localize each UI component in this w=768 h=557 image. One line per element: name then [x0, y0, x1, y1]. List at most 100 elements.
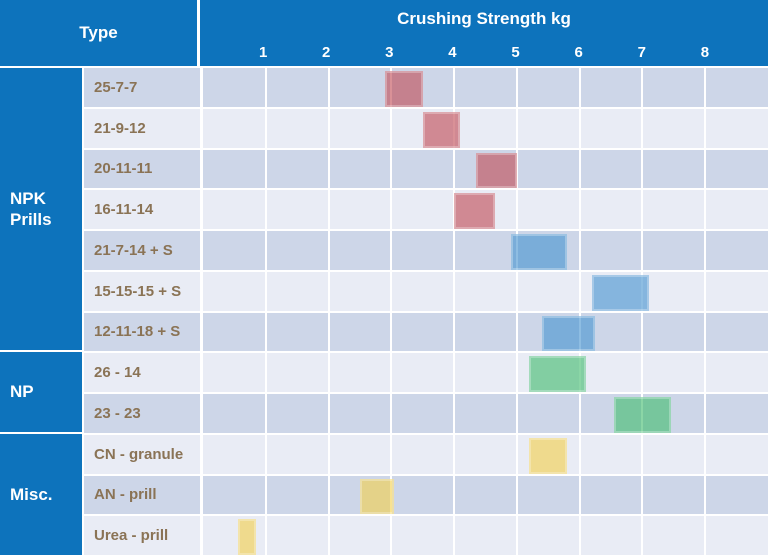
gridline — [327, 231, 330, 270]
chart-cell — [203, 516, 768, 555]
gridline — [578, 108, 581, 148]
table-row: 12-11-18 + S — [84, 312, 768, 354]
group-cell-npk-prills: NPK Prills — [0, 68, 84, 352]
gridline — [578, 190, 581, 229]
gridline — [327, 190, 330, 229]
gridline — [390, 108, 393, 148]
gridline — [453, 271, 456, 311]
gridline — [641, 353, 644, 392]
group-cell-np: NP — [0, 351, 84, 435]
chart-cell — [203, 475, 768, 515]
gridline — [515, 475, 518, 515]
chart-cell — [203, 149, 768, 189]
gridline — [453, 434, 456, 474]
gridline — [641, 190, 644, 229]
chart-cell — [203, 68, 768, 107]
gridline — [641, 516, 644, 555]
gridline — [453, 312, 456, 352]
row-label: CN - granule — [84, 434, 203, 474]
gridline — [264, 231, 267, 270]
gridline — [390, 434, 393, 474]
row-label: Urea - prill — [84, 516, 203, 555]
gridline — [264, 475, 267, 515]
chart-cell — [203, 271, 768, 311]
gridline — [704, 312, 707, 352]
gridline — [390, 190, 393, 229]
row-label: 23 - 23 — [84, 394, 203, 433]
range-bar — [592, 274, 649, 311]
rows: 25-7-7 21-9-12 20-11-11 16-11-14 21-7-14 + S… — [84, 68, 768, 555]
gridline — [327, 475, 330, 515]
gridline — [264, 516, 267, 555]
gridline — [641, 312, 644, 352]
axis-tick-label: 6 — [574, 44, 583, 61]
axis-tick-label: 7 — [637, 44, 646, 61]
gridline — [515, 149, 518, 189]
gridline — [578, 434, 581, 474]
axis-tick-label: 5 — [511, 44, 520, 61]
axis-tick-label: 8 — [700, 44, 710, 61]
range-bar — [614, 397, 671, 433]
gridline — [390, 394, 393, 433]
gridline — [704, 271, 707, 311]
gridline — [578, 149, 581, 189]
gridline — [704, 68, 707, 107]
gridline — [453, 231, 456, 270]
gridline — [264, 353, 267, 392]
gridline — [704, 149, 707, 189]
gridline — [704, 231, 707, 270]
gridline — [327, 149, 330, 189]
range-bar — [529, 356, 586, 392]
gridline — [515, 353, 518, 392]
range-bar — [237, 519, 257, 555]
group-column: NPK Prills NP Misc. — [0, 68, 84, 555]
chart-cell — [203, 394, 768, 433]
chart-cell — [203, 108, 768, 148]
type-column-header: Type — [0, 0, 200, 66]
gridline — [264, 312, 267, 352]
gridline — [578, 231, 581, 270]
table-row: Urea - prill — [84, 516, 768, 555]
gridline — [453, 149, 456, 189]
row-label: AN - prill — [84, 475, 203, 515]
gridline — [390, 271, 393, 311]
table-row: 23 - 23 — [84, 394, 768, 435]
gridline — [327, 312, 330, 352]
axis-tick-label: 4 — [448, 44, 457, 61]
row-label: 15-15-15 + S — [84, 271, 203, 311]
gridline — [704, 434, 707, 474]
gridline — [327, 394, 330, 433]
gridline — [515, 312, 518, 352]
gridline — [390, 149, 393, 189]
range-bar — [385, 71, 423, 107]
gridline — [327, 434, 330, 474]
table-row: 20-11-11 — [84, 149, 768, 191]
gridline — [264, 108, 267, 148]
gridline — [515, 394, 518, 433]
table-row: CN - granule — [84, 434, 768, 476]
row-label: 21-7-14 + S — [84, 231, 203, 270]
gridline — [578, 271, 581, 311]
gridline — [453, 475, 456, 515]
row-label: 21-9-12 — [84, 108, 203, 148]
chart-cell — [203, 353, 768, 392]
chart-cell — [203, 190, 768, 229]
gridline — [704, 475, 707, 515]
table-row: 21-7-14 + S — [84, 231, 768, 272]
table-row: 25-7-7 — [84, 68, 768, 109]
table-row: 15-15-15 + S — [84, 271, 768, 313]
gridline — [704, 394, 707, 433]
gridline — [578, 475, 581, 515]
gridline — [327, 68, 330, 107]
gridline — [578, 394, 581, 433]
range-bar — [454, 193, 495, 229]
gridline — [641, 475, 644, 515]
gridline — [327, 271, 330, 311]
row-label: 25-7-7 — [84, 68, 203, 107]
range-bar — [542, 315, 596, 352]
gridline — [641, 108, 644, 148]
gridline — [453, 353, 456, 392]
gridline — [327, 516, 330, 555]
gridline — [515, 434, 518, 474]
